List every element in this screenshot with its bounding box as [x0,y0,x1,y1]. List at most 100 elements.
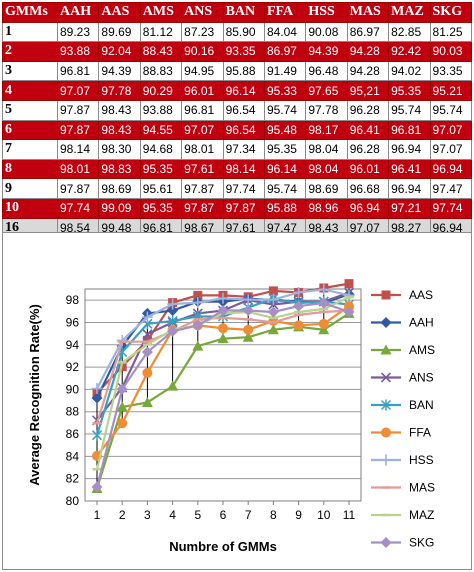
table-cell: 96.54 [222,99,265,121]
data-point [91,481,103,493]
table-cell: 98.69 [305,178,348,199]
table-row: 10 97.74 99.09 95.35 97.87 97.87 95.88 98.96 96.… [2,197,473,219]
y-axis-title: Average Recognition Rate(%) [27,304,42,486]
table-cell: 94.68 [139,139,183,160]
series-skg [91,297,355,493]
table-cell: 94.02 [388,60,431,82]
table-cell: 86.97 [263,41,307,62]
data-point [293,320,304,331]
data-point [217,305,229,317]
column-header: MAS [346,2,390,23]
y-tick-label: 80 [66,494,80,508]
y-axis-ticks: 80 82 84 86 88 90 92 94 96 98 [66,293,80,508]
table-cell: 94.55 [139,119,183,141]
row-label: 9 [2,178,58,199]
column-header: ANS [181,2,224,23]
table-cell: 98.01 [56,158,100,180]
legend-label: HSS [409,453,434,467]
table-cell: 90.29 [139,80,183,101]
legend-label: AMS [409,343,435,357]
table-row: 2 93.88 92.04 88.43 90.16 93.35 86.97 94.39 94.2… [2,41,473,62]
table-cell: 86.97 [346,21,390,43]
table-cell: 96.01 [346,158,390,180]
x-tick-label: 10 [317,508,331,522]
data-point [193,318,203,321]
table-row: 6 97.87 98.43 94.55 97.07 96.54 95.48 98.17 96.4… [2,119,473,141]
legend-marker [380,344,392,355]
table-cell: 95.33 [263,80,307,101]
legend-marker [380,454,392,466]
table-cell: 92.42 [388,41,431,62]
table-cell: 97.74 [222,178,265,199]
data-point [91,429,103,441]
table-cell: 93.88 [56,41,100,62]
legend-label: MAS [409,481,435,495]
x-axis-title: Numbre of GMMs [169,539,277,554]
row-label: 8 [2,158,58,180]
row-label: 5 [2,99,58,121]
row-label: 7 [2,139,58,160]
y-tick-label: 82 [66,472,80,486]
table-cell: 81.12 [139,21,183,43]
data-point [193,290,203,300]
row-label: 2 [2,41,58,62]
data-point [294,310,304,314]
data-point [91,392,103,404]
data-point [242,294,254,306]
table-cell: 98.04 [305,139,348,160]
column-header: AAH [56,2,100,23]
data-point [117,361,127,364]
table-cell: 98.83 [98,158,141,180]
table-cell: 96.94 [429,158,473,180]
y-tick-label: 96 [66,315,80,329]
data-point [343,289,355,301]
table-cell: 93.35 [222,41,265,62]
data-point [294,313,304,317]
table-cell: 96.41 [388,158,431,180]
table-cell: 97.65 [305,80,348,101]
table-cell: 85.90 [222,21,265,43]
legend-label: SKG [409,536,434,550]
data-point [319,307,329,311]
column-header: MAZ [388,2,431,23]
table-cell: 97.07 [429,139,473,160]
data-point [116,383,128,395]
data-point [192,340,204,351]
table-cell: 90.03 [429,41,473,62]
table-cell: 84.04 [263,21,307,43]
x-tick-label: 3 [144,508,151,522]
table-cell: 97.74 [429,197,473,219]
y-tick-label: 94 [66,338,80,352]
table-cell: 94.28 [346,41,390,62]
table-cell: 97.87 [222,197,265,219]
data-point [293,300,305,312]
table-cell: 97.07 [181,119,224,141]
data-point [117,418,128,429]
table-cell: 98.14 [222,158,265,180]
line-chart-frame: 80 82 84 86 88 90 92 94 96 98 1 2 3 4 5 6 7 8 9 10 11 Avera… [2,232,472,570]
table-cell: 97.87 [56,178,100,199]
data-point [318,318,329,329]
column-header: HSS [305,2,348,23]
data-point [218,323,228,334]
legend-marker [381,513,391,517]
chart-legend: AAS AAH AMS ANS BAN FFA HSS MAS MAZ SKG [371,288,435,550]
table-cell: 82.85 [388,21,431,43]
row-label: 1 [2,21,58,43]
table-cell: 95.35 [139,197,183,219]
x-tick-label: 4 [169,508,176,522]
table-cell: 99.09 [98,197,141,219]
data-point [344,279,354,289]
table-cell: 96.81 [56,60,100,82]
data-point [218,316,228,320]
y-tick-label: 92 [66,360,80,374]
table-cell: 94.95 [181,60,224,82]
table-cell: 95.61 [139,178,183,199]
column-header: AMS [139,2,183,23]
line-chart: 80 82 84 86 88 90 92 94 96 98 1 2 3 4 5 6 7 8 9 10 11 Avera… [27,279,435,554]
data-point [167,315,178,327]
chart-series [91,279,355,494]
data-point [142,329,153,340]
table-cell: 95.88 [263,197,307,219]
table-cell: 95.74 [263,99,307,121]
